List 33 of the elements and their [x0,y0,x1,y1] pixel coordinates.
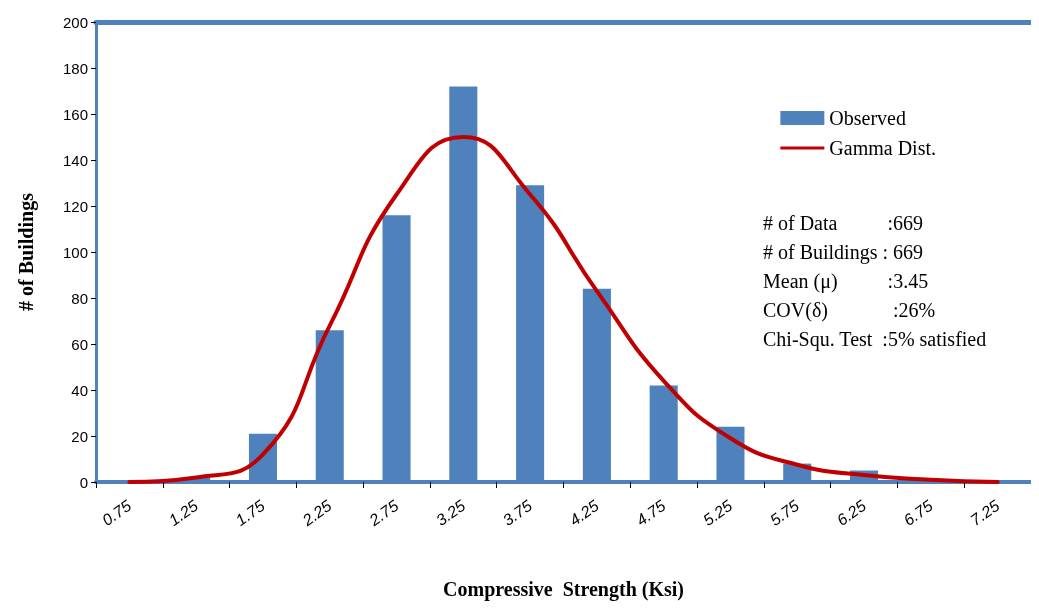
line-series [127,135,1000,484]
x-tick-label: 4.25 [566,496,602,529]
x-tick-label: 1.75 [232,496,268,529]
x-tick-label: 0.75 [99,496,135,529]
y-tick-label: 180 [62,59,88,77]
y-tick-label: 80 [71,289,88,307]
y-tick-label: 120 [62,197,88,215]
y-tick-label: 160 [62,105,88,123]
legend-label: Gamma Dist. [829,137,937,159]
annotation: Chi-Squ. Test :5% satisfied [763,328,987,351]
x-tick-label: 3.75 [499,496,536,529]
x-tick-label: 6.75 [900,496,936,529]
y-tick-label: 20 [71,427,88,445]
x-tick-label: 5.75 [766,496,803,529]
annotation: # of Buildings : 669 [763,241,924,264]
annotation: COV(δ) :26% [763,299,936,322]
legend-label: Observed [829,107,906,129]
y-tick-label: 140 [62,151,88,169]
y-tick-label: 0 [79,473,88,491]
y-axis-title: # of Buildings [15,192,38,311]
y-tick-label: 40 [71,381,88,399]
x-axis-title: Compressive Strength (Ksi) [443,578,684,601]
x-tick-label: 5.25 [700,496,736,529]
annotation: Mean (μ) :3.45 [763,270,929,293]
y-tick-label: 100 [62,243,88,261]
y-tick-label: 60 [71,335,88,353]
annotation: # of Data :669 [763,212,923,234]
x-tick-label: 6.25 [833,496,869,529]
x-tick-label: 4.75 [633,496,669,529]
y-tick-label: 200 [62,13,88,31]
x-tick-label: 7.25 [967,496,1003,529]
x-tick-label: 3.25 [432,496,469,529]
x-tick-label: 1.25 [165,496,202,529]
